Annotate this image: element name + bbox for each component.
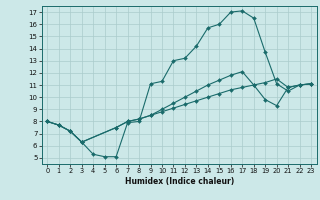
X-axis label: Humidex (Indice chaleur): Humidex (Indice chaleur)	[124, 177, 234, 186]
